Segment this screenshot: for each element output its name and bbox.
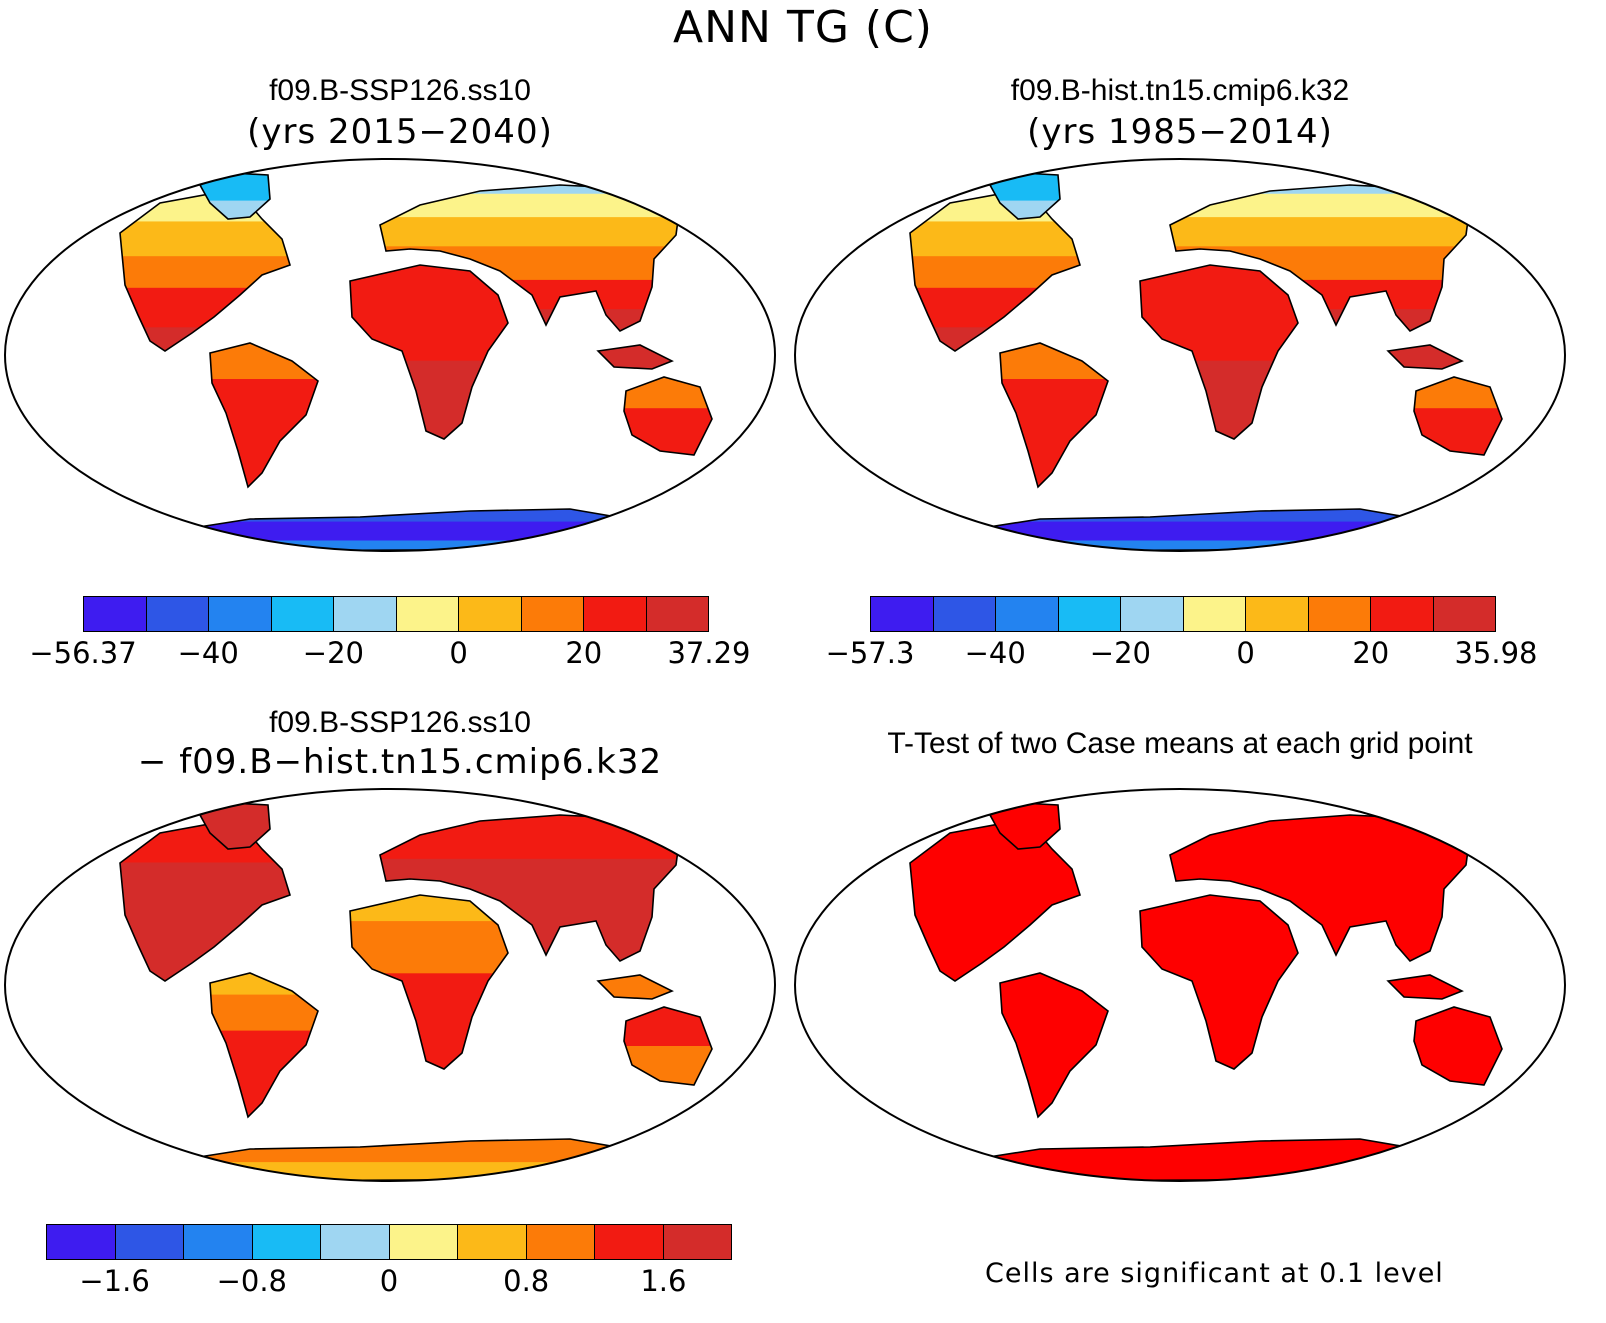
colorbar-tick-label: −20	[302, 636, 364, 670]
colorbar-tick-label: −57.3	[825, 636, 915, 670]
map-border	[4, 158, 776, 552]
colorbar-swatch	[209, 597, 272, 631]
colorbar-swatch	[47, 1225, 116, 1259]
panel2-title: f09.B-hist.tn15.cmip6.k32	[1010, 74, 1350, 107]
colorbar-tick-label: 1.6	[640, 1264, 687, 1298]
colorbar-swatch	[663, 1225, 731, 1259]
colorbar-tick-label: −40	[177, 636, 239, 670]
colorbar-swatch	[271, 597, 334, 631]
colorbar-swatch	[184, 1225, 253, 1259]
landmass-greenland	[990, 803, 1060, 849]
colorbar-panel2	[870, 596, 1496, 632]
colorbar-tick-label: −40	[964, 636, 1026, 670]
panel1-subtitle: (yrs 2015−2040)	[247, 112, 553, 152]
colorbar-panel3-ticks: −1.6 −0.8 0 0.8 1.6	[46, 1264, 732, 1304]
colorbar-panel2-ticks: −57.3 −40 −20 0 20 35.98	[826, 636, 1538, 676]
colorbar-tick-label: 0	[379, 1264, 399, 1298]
coastline-australia	[623, 376, 713, 456]
colorbar-swatch	[595, 1225, 664, 1259]
colorbar-swatch	[334, 597, 397, 631]
panel2-subtitle: (yrs 1985−2014)	[1027, 112, 1333, 152]
colorbar-swatch	[996, 597, 1059, 631]
colorbar-swatch	[1183, 597, 1246, 631]
panel3-subtitle: − f09.B−hist.tn15.cmip6.k32	[137, 742, 663, 782]
significance-note: Cells are significant at 0.1 level	[985, 1258, 1444, 1289]
colorbar-swatch	[389, 1225, 458, 1259]
colorbar-tick-label: 0.8	[503, 1264, 550, 1298]
coastline-indonesia	[596, 344, 674, 370]
landmass-australia	[1414, 1007, 1502, 1085]
landmass-australia	[1414, 377, 1502, 455]
colorbar-swatch	[115, 1225, 184, 1259]
panel4-title: T-Test of two Case means at each grid po…	[887, 727, 1473, 760]
landmass-australia	[624, 377, 712, 455]
colorbar-swatch	[1308, 597, 1371, 631]
panel2-map	[794, 158, 1566, 552]
colorbar-tick-label: −0.8	[216, 1264, 288, 1298]
panel3-map	[4, 788, 776, 1182]
coastline-southAmerica	[999, 342, 1109, 489]
coastline-africa	[1139, 894, 1299, 1070]
colorbar-tick-label: −20	[1089, 636, 1151, 670]
colorbar-swatch	[321, 1225, 390, 1259]
colorbar-swatch	[1121, 597, 1184, 631]
coastline-australia	[1413, 376, 1503, 456]
colorbar-tick-label: 35.98	[1454, 636, 1538, 670]
colorbar-tick-label: 37.29	[667, 636, 751, 670]
coastline-southAmerica	[209, 342, 319, 489]
colorbar-swatch	[458, 1225, 527, 1259]
panel3-title: f09.B-SSP126.ss10	[269, 706, 531, 739]
colorbar-tick-label: −56.37	[29, 636, 137, 670]
colorbar-swatch	[1433, 597, 1495, 631]
coastline-indonesia	[596, 974, 674, 1000]
figure-title: ANN TG (C)	[673, 2, 933, 53]
colorbar-swatch	[396, 597, 459, 631]
map-border	[4, 788, 776, 1182]
colorbar-tick-label: 0	[449, 636, 468, 670]
colorbar-panel1-ticks: −56.37 −40 −20 0 20 37.29	[29, 636, 750, 676]
landmass-greenland	[200, 803, 270, 849]
colorbar-swatch	[521, 597, 584, 631]
colorbar-tick-label: −1.6	[79, 1264, 150, 1298]
coastline-indonesia	[1386, 974, 1464, 1000]
colorbar-swatch	[252, 1225, 321, 1259]
panel4-map	[794, 788, 1566, 1182]
coastline-southAmerica	[209, 972, 319, 1119]
landmass-greenland	[200, 173, 270, 219]
colorbar-tick-label: 20	[565, 636, 603, 670]
colorbar-swatch	[1246, 597, 1309, 631]
colorbar-swatch	[1371, 597, 1434, 631]
landmass-australia	[624, 1007, 712, 1085]
colorbar-panel3	[46, 1224, 732, 1260]
colorbar-swatch	[933, 597, 996, 631]
map-border	[794, 158, 1566, 552]
colorbar-swatch	[871, 597, 934, 631]
coastline-indonesia	[1386, 344, 1464, 370]
colorbar-swatch	[146, 597, 209, 631]
coastline-australia	[623, 1006, 713, 1086]
colorbar-tick-label: 20	[1352, 636, 1390, 670]
colorbar-tick-label: 0	[1236, 636, 1255, 670]
coastline-africa	[349, 894, 509, 1070]
coastline-southAmerica	[999, 972, 1109, 1119]
colorbar-swatch	[459, 597, 522, 631]
colorbar-panel1	[83, 596, 709, 632]
panel1-map	[4, 158, 776, 552]
panel1-title: f09.B-SSP126.ss10	[269, 74, 531, 107]
colorbar-swatch	[584, 597, 647, 631]
map-border	[794, 788, 1566, 1182]
colorbar-swatch	[1058, 597, 1121, 631]
coastline-africa	[1139, 264, 1299, 440]
coastline-africa	[349, 264, 509, 440]
landmass-greenland	[990, 173, 1060, 219]
colorbar-swatch	[646, 597, 708, 631]
colorbar-swatch	[526, 1225, 595, 1259]
coastline-australia	[1413, 1006, 1503, 1086]
colorbar-swatch	[84, 597, 147, 631]
